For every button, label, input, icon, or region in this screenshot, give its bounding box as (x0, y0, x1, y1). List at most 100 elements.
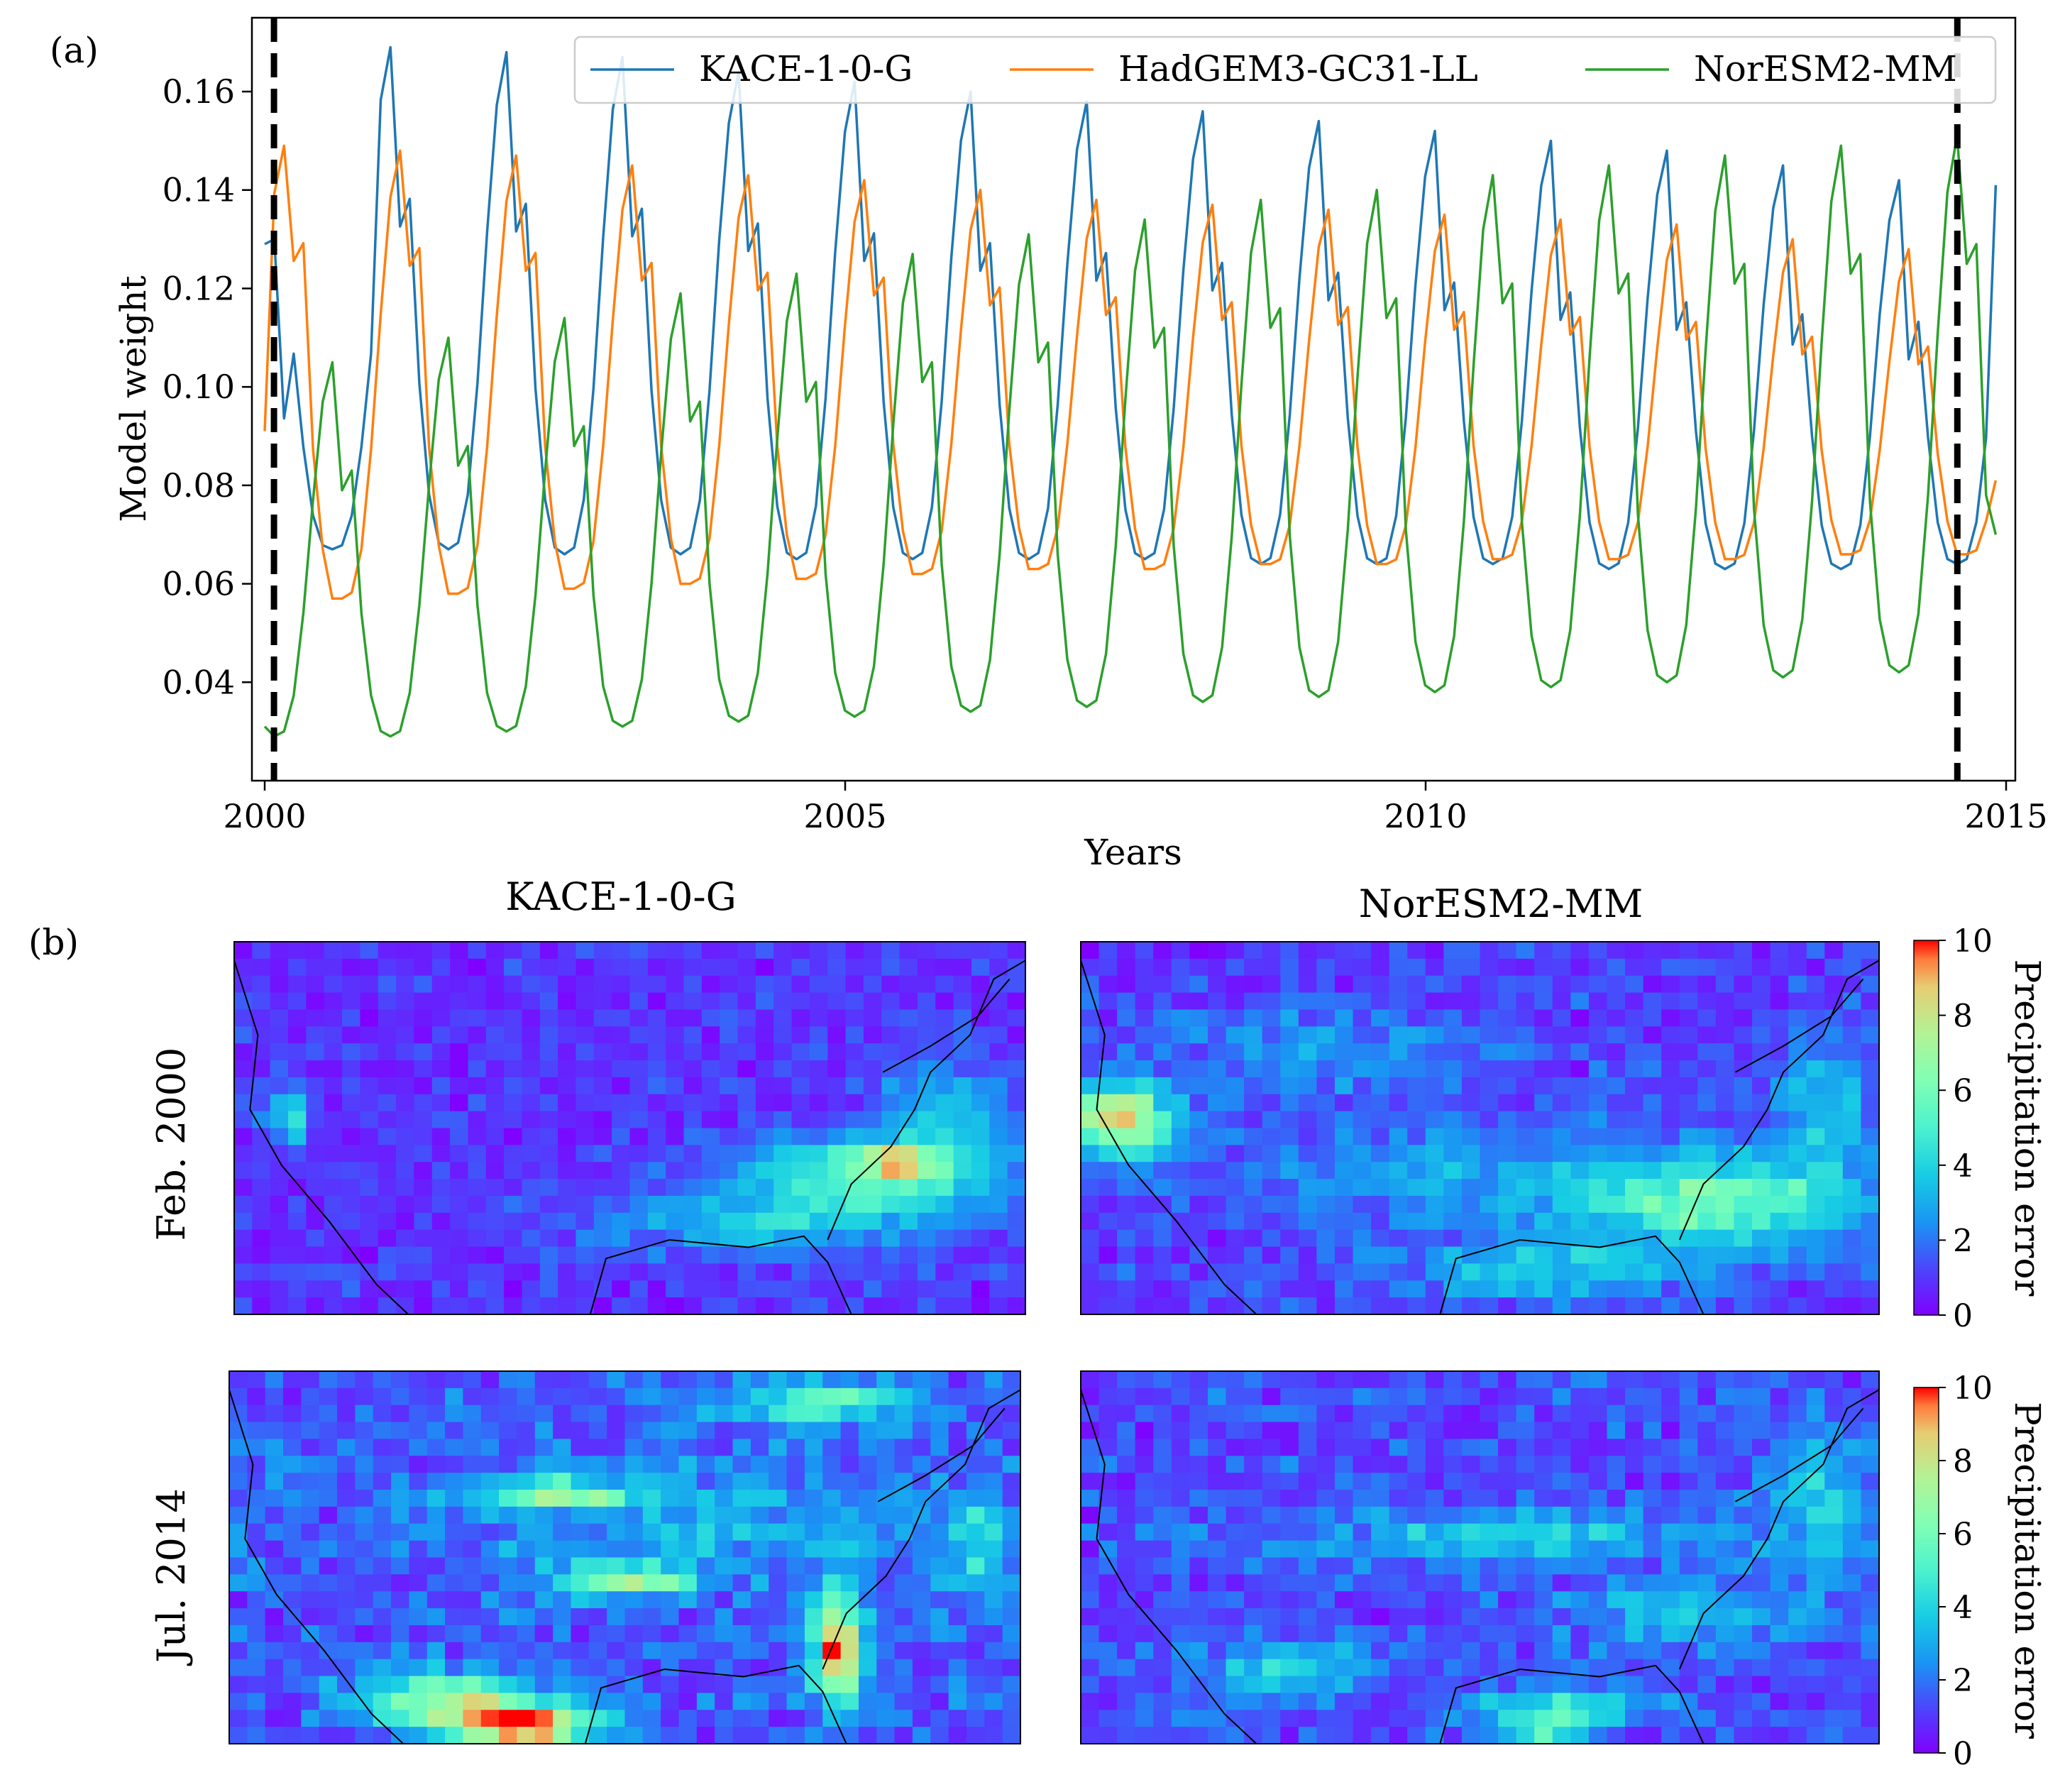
heatmap-cell (612, 1094, 631, 1112)
heatmap-cell (522, 1111, 541, 1129)
heatmap-cell (1407, 1263, 1426, 1282)
heatmap-cell (1353, 1608, 1372, 1626)
heatmap-cell (1534, 1297, 1553, 1315)
heatmap-cell (1516, 1229, 1536, 1248)
heatmap-cell (899, 992, 918, 1011)
heatmap-cell (1298, 1456, 1318, 1473)
heatmap-cell (678, 1727, 698, 1744)
heatmap-cell (1262, 1625, 1282, 1643)
heatmap-cell (588, 1405, 607, 1423)
heatmap-cell (1389, 1727, 1409, 1744)
heatmap-cell (1280, 1659, 1299, 1677)
heatmap-cell (485, 975, 505, 994)
heatmap-cell (319, 1387, 338, 1406)
heatmap-cell (1461, 1557, 1481, 1576)
heatmap-cell (1498, 1212, 1517, 1231)
heatmap-cell (301, 1710, 320, 1727)
heatmap-cell (288, 1246, 307, 1265)
heatmap-cell (485, 1009, 505, 1028)
heatmap-cell (1207, 1490, 1227, 1507)
heatmap-cell (270, 1246, 289, 1265)
heatmap-cell (1715, 1263, 1735, 1282)
heatmap-cell (342, 1009, 361, 1028)
heatmap-cell (1824, 1280, 1844, 1298)
heatmap-cell (1824, 1371, 1844, 1389)
heatmap-cell (912, 1371, 932, 1389)
heatmap-cell (971, 1043, 991, 1061)
heatmap-cell (1661, 1608, 1680, 1626)
heatmap-cell (822, 1473, 842, 1490)
heatmap-cell (1861, 1439, 1880, 1457)
heatmap-cell (378, 1229, 397, 1248)
heatmap-cell (1842, 1456, 1862, 1473)
heatmap-cell (1081, 1659, 1100, 1677)
heatmap-cell (858, 1387, 878, 1406)
heatmap-cell (553, 1456, 572, 1473)
heatmap-cell (1516, 1128, 1536, 1146)
heatmap-cell (966, 1710, 986, 1727)
heatmap-cell (539, 1145, 558, 1163)
heatmap-cell (624, 1574, 644, 1593)
heatmap-cell (1262, 1026, 1282, 1044)
heatmap-cell (426, 1676, 446, 1694)
heatmap-cell (553, 1676, 572, 1694)
heatmap-cell (1135, 1060, 1155, 1078)
heatmap-cell (1334, 1026, 1354, 1044)
heatmap-cell (666, 1094, 685, 1112)
heatmap-cell (1298, 1179, 1318, 1197)
heatmap-cell (1552, 1473, 1572, 1490)
heatmap-cell (858, 1371, 878, 1389)
heatmap-cell (1842, 1473, 1862, 1490)
heatmap-cell (1153, 1439, 1172, 1457)
heatmap-cell (1316, 975, 1336, 994)
heatmap-cell (930, 1371, 949, 1389)
heatmap-cell (409, 1506, 428, 1524)
heatmap-cell (409, 1608, 428, 1626)
heatmap-cell (378, 1212, 397, 1231)
heatmap-cell (769, 1676, 788, 1694)
heatmap-cell (966, 1591, 986, 1609)
heatmap-cell (1643, 1506, 1662, 1524)
heatmap-cell (539, 942, 558, 960)
heatmap-cell (769, 1422, 788, 1440)
heatmap-cell (1389, 1506, 1409, 1524)
heatmap-cell (576, 1162, 595, 1180)
heatmap-cell (1389, 1557, 1409, 1576)
heatmap-cell (1371, 1490, 1390, 1507)
heatmap-cell (1371, 1077, 1390, 1095)
heatmap-cell (912, 1456, 932, 1473)
heatmap-cell (576, 1111, 595, 1129)
heatmap-cell (1516, 1574, 1536, 1593)
heatmap-cell (431, 1060, 451, 1078)
heatmap-cell (1679, 992, 1699, 1011)
heatmap-cell (1752, 1625, 1771, 1643)
heatmap-cell (1607, 1179, 1626, 1197)
heatmap-cell (229, 1473, 248, 1490)
heatmap-cell (1734, 1625, 1753, 1643)
heatmap-cell (666, 992, 685, 1011)
heatmap-cell (912, 1642, 932, 1660)
heatmap-cell (881, 1195, 901, 1214)
heatmap-cell (360, 1212, 379, 1231)
heatmap-cell (876, 1710, 896, 1727)
heatmap-cell (288, 992, 307, 1011)
heatmap-cell (252, 1145, 271, 1163)
heatmap-cell (773, 1280, 793, 1298)
heatmap-cell (1081, 1710, 1100, 1727)
heatmap-cell (1425, 1229, 1445, 1248)
heatmap-cell (1824, 1456, 1844, 1473)
heatmap-cell (1643, 1439, 1662, 1457)
heatmap-cell (396, 992, 415, 1011)
heatmap-cell (1861, 1405, 1880, 1423)
heatmap-cell (337, 1642, 356, 1660)
heatmap-cell (678, 1557, 698, 1576)
heatmap-cell (791, 992, 810, 1011)
heatmap-cell (894, 1693, 913, 1711)
heatmap-cell (899, 1009, 918, 1028)
heatmap-cell (755, 1128, 775, 1146)
heatmap-cell (301, 1642, 320, 1660)
heatmap-cell (930, 1591, 949, 1609)
heatmap-cell (984, 1710, 1003, 1727)
heatmap-cell (1117, 942, 1136, 960)
heatmap-cell (984, 1557, 1003, 1576)
